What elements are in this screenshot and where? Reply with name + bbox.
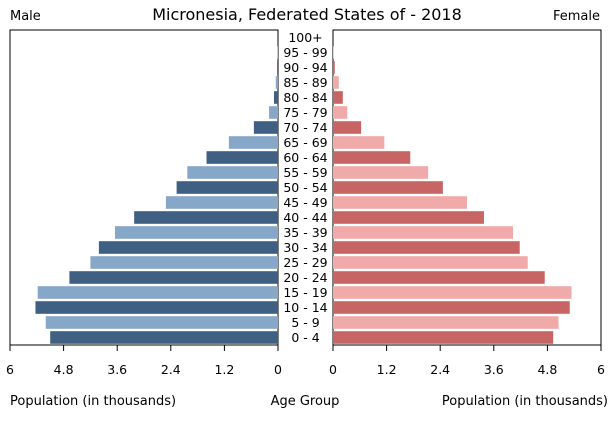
female-side-label: Female [553, 9, 600, 24]
female-bar [333, 166, 429, 179]
female-axis-ticks: 0 1.2 2.4 3.6 4.8 6 [329, 345, 605, 377]
age-group-label: 55 - 59 [283, 165, 327, 180]
age-group-label: 5 - 9 [291, 315, 319, 330]
age-group-label: 20 - 24 [283, 270, 327, 285]
female-bar [333, 76, 339, 89]
male-bar [45, 316, 278, 329]
female-bar [333, 331, 554, 344]
age-group-label: 90 - 94 [283, 60, 327, 75]
age-group-label: 30 - 34 [283, 240, 327, 255]
age-group-label: 35 - 39 [283, 225, 327, 240]
age-group-label: 15 - 19 [283, 285, 327, 300]
male-tick-label: 6 [6, 362, 14, 377]
male-bar [50, 331, 279, 344]
male-bar [206, 151, 278, 164]
male-tick-label: 0 [274, 362, 282, 377]
male-bar [176, 181, 278, 194]
age-group-label: 10 - 14 [283, 300, 327, 315]
age-group-label: 40 - 44 [283, 210, 327, 225]
male-bar [69, 271, 278, 284]
female-bar [333, 241, 520, 254]
age-group-label: 65 - 69 [283, 135, 327, 150]
male-bar [269, 106, 278, 119]
male-bar [275, 76, 278, 89]
male-bar [277, 61, 278, 74]
female-bar [333, 301, 570, 314]
female-bar [333, 136, 385, 149]
male-bar [228, 136, 278, 149]
male-bar [165, 196, 278, 209]
female-bar [333, 196, 467, 209]
male-tick-label: 4.8 [54, 362, 74, 377]
male-bars [35, 46, 279, 344]
female-bar [333, 121, 362, 134]
female-tick-label: 1.2 [377, 362, 397, 377]
male-bar [35, 301, 279, 314]
male-bar [114, 226, 278, 239]
age-group-axis-label: Age Group [271, 394, 340, 409]
male-side-label: Male [10, 9, 41, 24]
age-group-label: 0 - 4 [291, 330, 319, 345]
age-group-label: 80 - 84 [283, 90, 327, 105]
female-bar [333, 316, 559, 329]
male-tick-label: 3.6 [107, 362, 127, 377]
female-tick-label: 3.6 [484, 362, 504, 377]
age-group-label: 60 - 64 [283, 150, 327, 165]
male-bar [253, 121, 278, 134]
male-bar [187, 166, 278, 179]
female-tick-label: 2.4 [430, 362, 450, 377]
age-group-label: 25 - 29 [283, 255, 327, 270]
female-bars [333, 46, 572, 344]
male-bar [90, 256, 279, 269]
age-group-label: 70 - 74 [283, 120, 327, 135]
female-bar [333, 61, 335, 74]
male-axis-ticks: 6 4.8 3.6 2.4 1.2 0 [6, 345, 282, 377]
female-bar [333, 91, 343, 104]
age-group-label: 45 - 49 [283, 195, 327, 210]
female-bar [333, 106, 348, 119]
female-bar [333, 271, 545, 284]
male-bar [273, 91, 278, 104]
male-tick-label: 2.4 [161, 362, 181, 377]
male-axis-label: Population (in thousands) [10, 394, 176, 409]
female-tick-label: 4.8 [537, 362, 557, 377]
female-bar [333, 151, 411, 164]
male-bar [37, 286, 279, 299]
age-group-label: 85 - 89 [283, 75, 327, 90]
female-tick-label: 0 [329, 362, 337, 377]
female-axis-label: Population (in thousands) [442, 394, 608, 409]
male-tick-label: 1.2 [214, 362, 234, 377]
female-bar [333, 226, 514, 239]
age-group-label: 75 - 79 [283, 105, 327, 120]
chart-title: Micronesia, Federated States of - 2018 [152, 5, 462, 24]
male-bar [134, 211, 278, 224]
female-tick-label: 6 [597, 362, 605, 377]
age-group-label: 100+ [288, 30, 322, 45]
age-group-label: 95 - 99 [283, 45, 327, 60]
male-bar [98, 241, 279, 254]
age-group-label: 50 - 54 [283, 180, 327, 195]
female-bar [333, 286, 572, 299]
female-bar [333, 211, 484, 224]
female-bar [333, 256, 528, 269]
female-bar [333, 181, 443, 194]
